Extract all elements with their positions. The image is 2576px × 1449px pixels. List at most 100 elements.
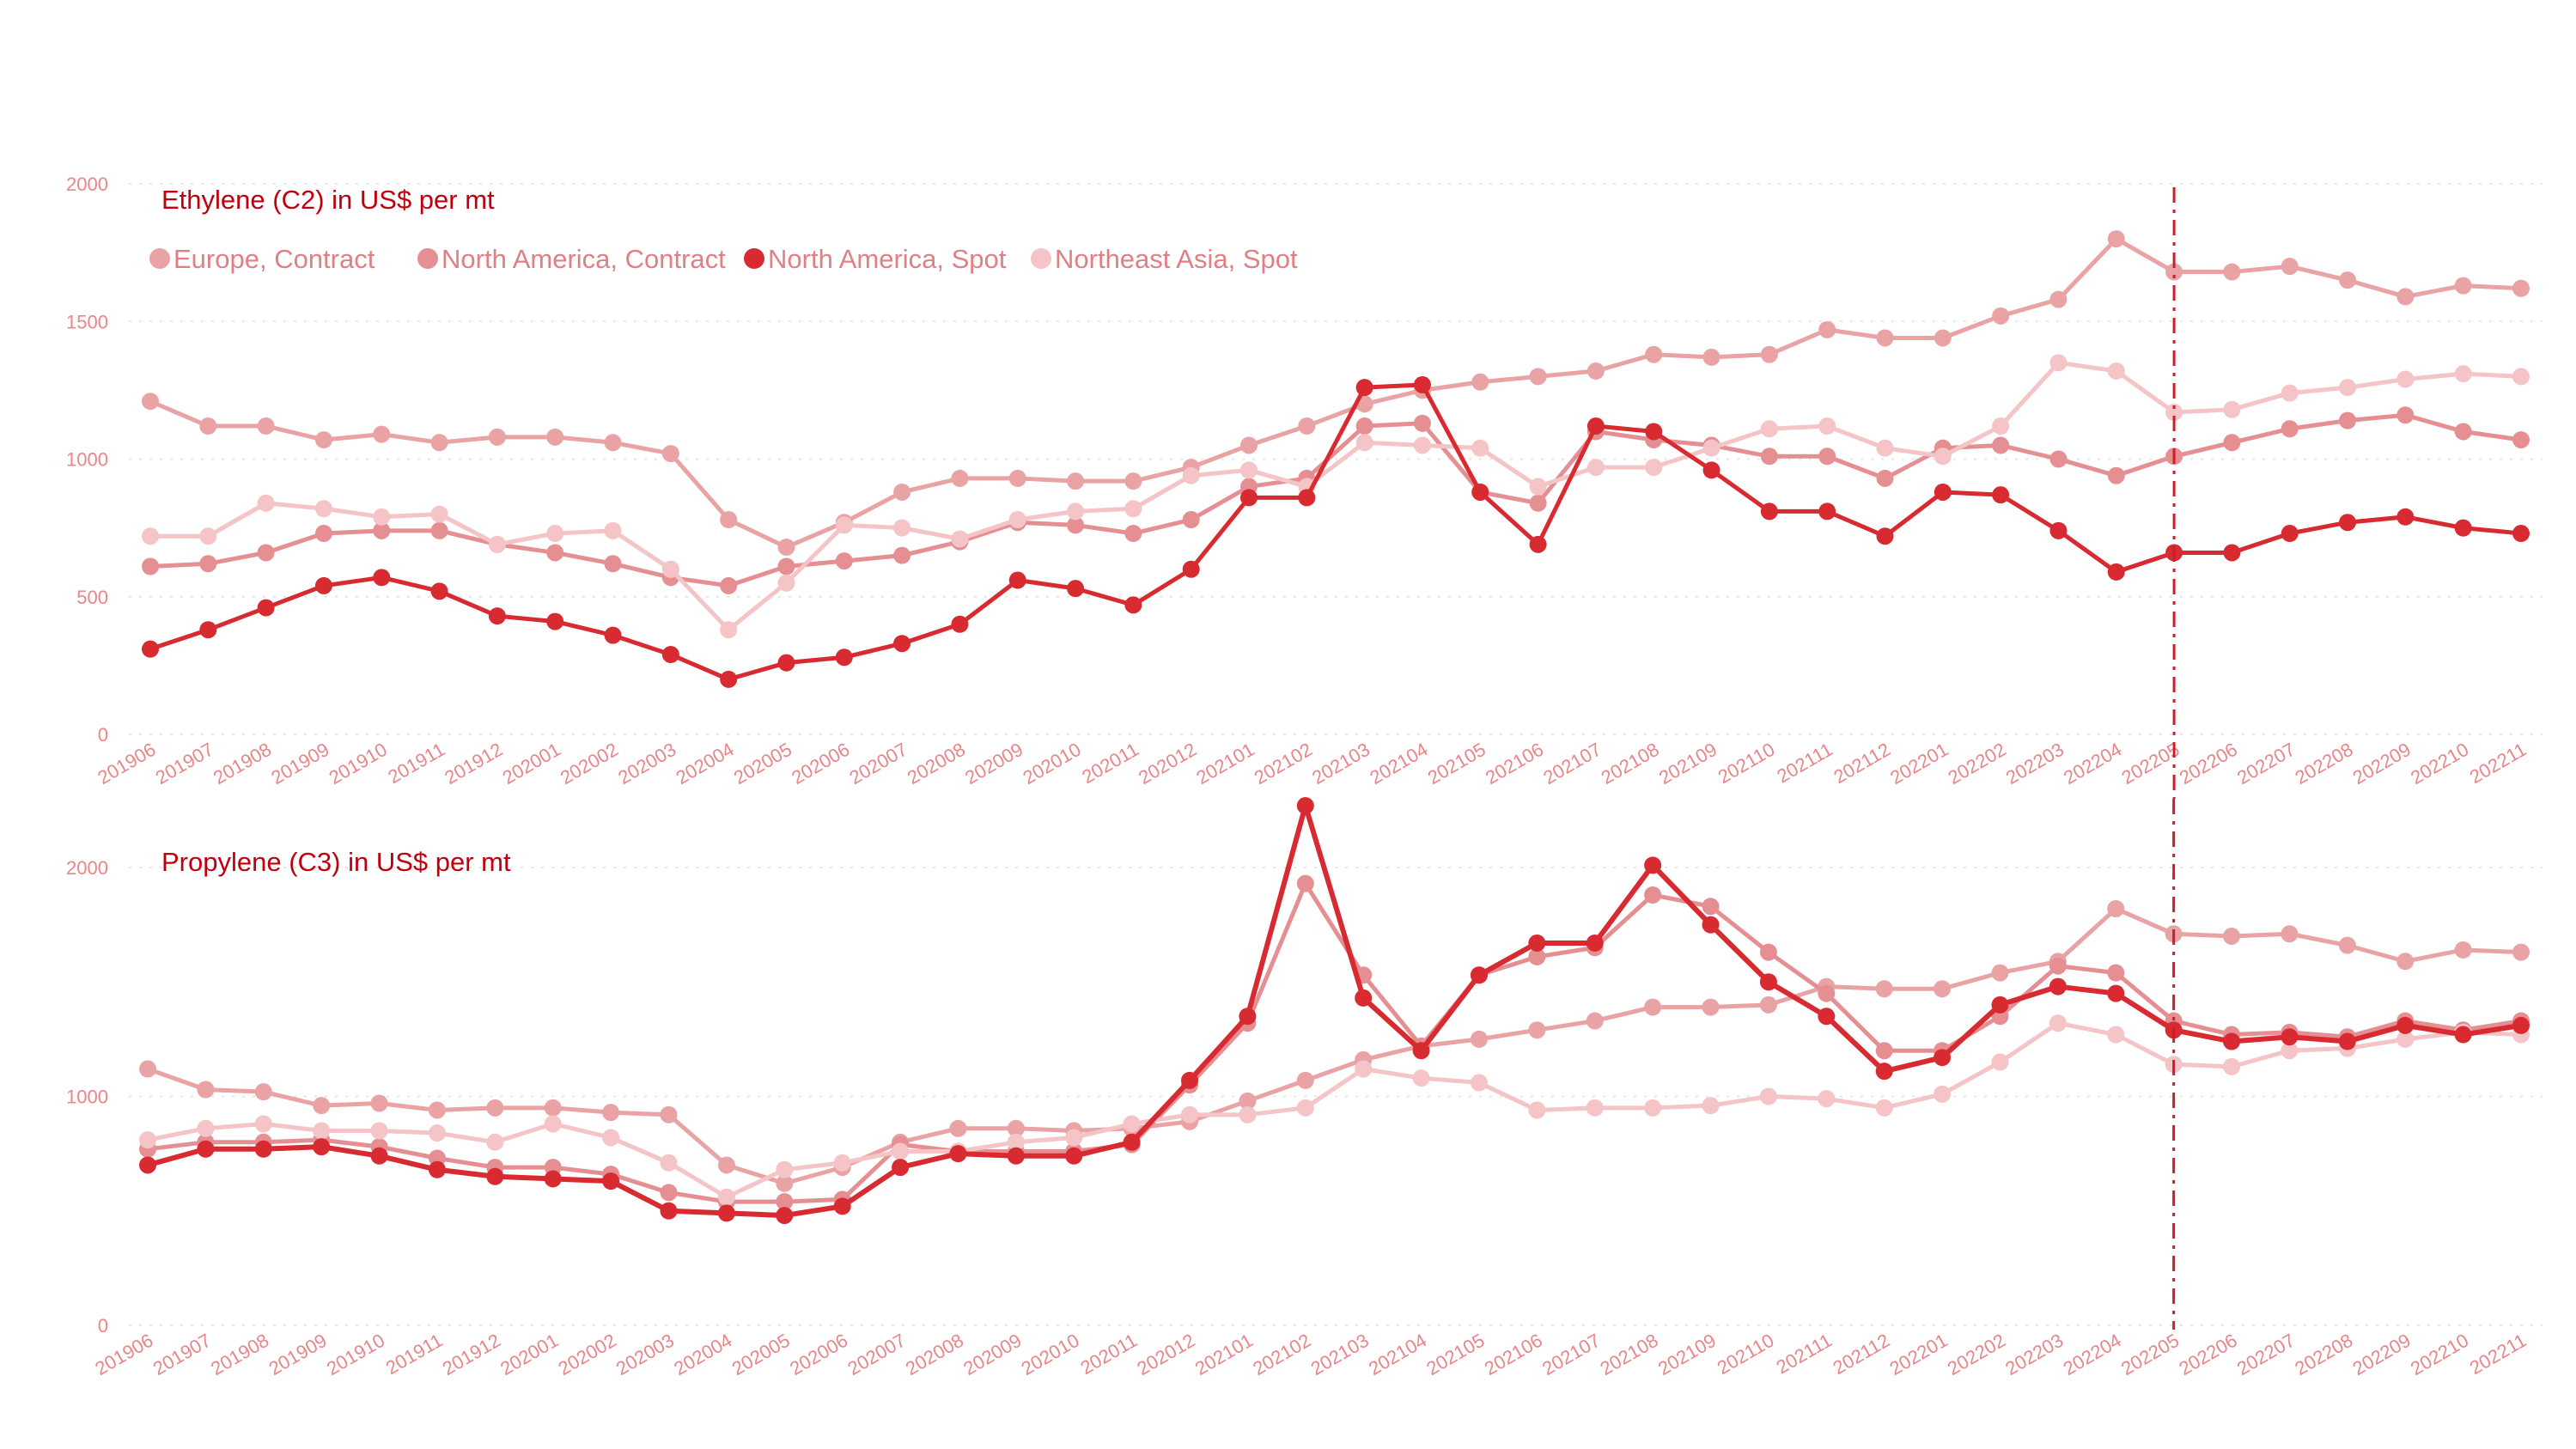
propylene-chart: 0 1000 2000 201906201907201908201909201910… — [66, 797, 2543, 1379]
data-point — [1818, 1008, 1836, 1026]
legend-item-north-america-contract: North America, Contract — [417, 244, 726, 274]
data-point — [1759, 1087, 1777, 1105]
data-point — [602, 1104, 620, 1122]
x-tick-label: 202102 — [1251, 739, 1316, 788]
data-point — [199, 527, 217, 545]
data-point — [2281, 420, 2299, 438]
series-line-north-america-spot — [145, 803, 2524, 1219]
data-point — [1760, 345, 1778, 363]
data-point — [1759, 995, 1777, 1014]
data-point — [1991, 1053, 2009, 1071]
data-point — [2223, 400, 2241, 418]
x-tick-label: 202206 — [2176, 739, 2241, 788]
data-point — [1470, 1074, 1488, 1092]
ethylene-x-axis: 2019062019072019082019092019102019112019… — [94, 739, 2530, 788]
data-point — [835, 516, 853, 534]
data-point — [1067, 516, 1085, 534]
propylene-chart-title: Propylene (C3) in US$ per mt — [161, 847, 511, 877]
data-point — [893, 546, 911, 564]
data-point — [197, 1140, 215, 1158]
ethylene-legend: Europe, Contract North America, Contract N… — [149, 244, 1298, 274]
data-point — [1702, 916, 1720, 934]
propylene-y-axis: 0 1000 2000 — [66, 857, 108, 1336]
data-point — [1991, 964, 2009, 982]
data-point — [1008, 511, 1026, 529]
data-point — [488, 428, 506, 446]
data-point — [1124, 472, 1142, 490]
x-tick-label: 202207 — [2233, 1330, 2299, 1379]
data-point — [546, 525, 564, 543]
data-point — [1586, 459, 1605, 477]
data-point — [1702, 461, 1720, 479]
data-point — [2454, 519, 2472, 537]
data-point — [720, 621, 738, 639]
data-point — [661, 646, 679, 664]
data-point — [951, 530, 969, 548]
data-point — [949, 1145, 967, 1163]
data-point — [1413, 414, 1431, 432]
x-tick-label: 202009 — [961, 739, 1026, 788]
data-point — [661, 445, 679, 463]
x-tick-label: 202101 — [1192, 739, 1258, 788]
data-point — [1240, 489, 1258, 507]
x-tick-label: 202112 — [1830, 739, 1894, 788]
data-point — [951, 615, 969, 633]
data-point — [1355, 1060, 1373, 1078]
x-tick-label: 202105 — [1422, 1330, 1488, 1379]
data-point — [1992, 486, 2010, 504]
data-point — [893, 635, 911, 653]
data-point — [1644, 1099, 1662, 1117]
data-point — [1645, 423, 1663, 441]
data-point — [2396, 1030, 2415, 1048]
series-line-northeast-asia-spot — [148, 360, 2524, 632]
data-point — [2223, 544, 2241, 562]
x-tick-label: 202002 — [557, 739, 622, 788]
data-point — [1067, 502, 1085, 521]
data-point — [1934, 447, 1952, 466]
data-point — [2049, 977, 2067, 995]
data-point — [1413, 375, 1431, 393]
x-tick-label: 202104 — [1365, 1330, 1430, 1379]
data-point — [720, 670, 738, 688]
x-tick-label: 202005 — [728, 1330, 794, 1379]
data-point — [1529, 368, 1547, 386]
data-point — [951, 469, 969, 487]
data-point — [1702, 1097, 1720, 1115]
data-point — [949, 1119, 967, 1137]
x-tick-label: 202008 — [902, 1330, 967, 1379]
data-point — [1760, 447, 1778, 466]
data-point — [314, 576, 332, 594]
x-tick-label: 202003 — [614, 739, 679, 788]
data-point — [1875, 1099, 1893, 1117]
data-point — [257, 599, 275, 617]
data-point — [430, 521, 448, 539]
data-point — [1818, 1090, 1836, 1108]
data-point — [370, 1094, 388, 1112]
data-point — [2512, 943, 2530, 961]
data-point — [2281, 1042, 2299, 1060]
data-point — [1760, 420, 1778, 438]
legend-item-north-america-spot: North America, Spot — [744, 244, 1007, 274]
x-tick-label: 201907 — [149, 1330, 215, 1379]
data-point — [1298, 489, 1316, 507]
data-point — [2223, 1032, 2241, 1050]
data-point — [2339, 271, 2357, 289]
legend-label: North America, Spot — [768, 244, 1007, 274]
ethylene-y-axis: 0 500 1000 1500 2000 — [66, 174, 108, 746]
data-point — [2454, 423, 2472, 441]
data-point — [1239, 1008, 1257, 1026]
data-point — [486, 1167, 504, 1185]
series-line-north-america-contract — [145, 881, 2524, 1204]
data-point — [776, 1160, 794, 1178]
data-point — [1528, 1021, 1546, 1039]
data-point — [1645, 345, 1663, 363]
data-point — [1124, 525, 1142, 543]
data-point — [1645, 459, 1663, 477]
data-point — [660, 1202, 678, 1220]
data-point — [2049, 521, 2067, 539]
data-point — [1298, 417, 1316, 435]
legend-label: Europe, Contract — [174, 244, 375, 274]
x-tick-label: 202103 — [1307, 1330, 1373, 1379]
data-point — [777, 539, 795, 557]
